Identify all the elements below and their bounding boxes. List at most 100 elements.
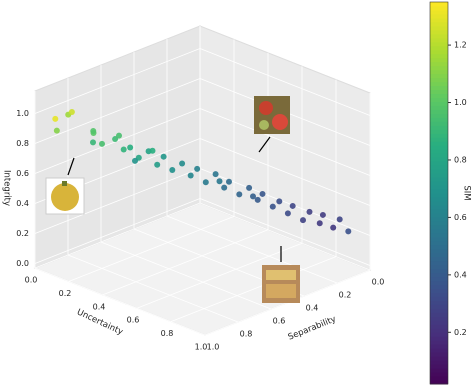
fruit [272, 114, 288, 130]
point [259, 190, 266, 197]
grid-line [67, 254, 239, 323]
colorbar-slice [430, 252, 448, 258]
colorbar-slice [430, 2, 448, 7]
colorbar-slice [430, 161, 448, 166]
colorbar-slice [430, 360, 448, 365]
colorbar-slice [430, 57, 448, 63]
fruit [259, 101, 273, 115]
y-tick-label: 0.2 [339, 291, 352, 300]
colorbar-slice [430, 276, 448, 282]
z-tick-label: 0.4 [16, 199, 29, 208]
colorbar-slice [430, 352, 448, 357]
z-tick-label: 0.6 [16, 169, 29, 178]
grid-line [199, 138, 371, 206]
point [221, 184, 228, 191]
inset-pepper [45, 157, 85, 215]
point [149, 147, 156, 154]
colorbar-slice [430, 29, 448, 35]
colorbar-slice [430, 125, 448, 130]
colorbar-slice [430, 177, 448, 182]
colorbar-slice [430, 21, 448, 27]
colorbar-slice [430, 248, 448, 254]
grid-line [102, 229, 269, 296]
point [330, 224, 337, 231]
colorbar-slice [430, 380, 448, 385]
axes-panes [33, 25, 372, 336]
colorbar-slice [430, 320, 448, 325]
colorbar-slice [430, 17, 448, 23]
grid-line [34, 202, 201, 269]
colorbar-slice [430, 340, 448, 345]
y-axis-label: Separability [287, 314, 338, 342]
grid-line [34, 198, 201, 264]
grid-line [199, 108, 371, 176]
grid-line [199, 202, 371, 271]
x-tick-label: 0.8 [161, 329, 174, 338]
colorbar-slice [430, 149, 448, 154]
grid-line [34, 48, 201, 114]
colorbar-slice [430, 260, 448, 266]
point [90, 139, 96, 146]
colorbar-slice [430, 224, 448, 230]
colorbar-slice [430, 364, 448, 369]
point [169, 167, 176, 173]
colorbar-slice [430, 89, 448, 95]
point [90, 127, 97, 134]
colorbar-slice [430, 37, 448, 43]
colorbar-slice [430, 97, 448, 102]
colorbar-slice [430, 165, 448, 170]
points [52, 109, 352, 235]
pepper [51, 183, 79, 211]
colorbar-slice [430, 65, 448, 71]
colorbar-slice [430, 228, 448, 234]
colorbar-slice [430, 336, 448, 341]
colorbar-slice [430, 133, 448, 138]
point [52, 115, 59, 122]
colorbar-slice [430, 73, 448, 79]
colorbar-slice [430, 189, 448, 194]
colorbar-slice [430, 372, 448, 377]
point [300, 217, 306, 224]
fries [266, 284, 296, 298]
colorbar-slice [430, 61, 448, 67]
colorbar-slice [430, 141, 448, 146]
colorbar-slice [430, 9, 448, 15]
colorbar-slice [430, 316, 448, 321]
y-tick-label: 0.4 [306, 304, 319, 313]
colorbar-slice [430, 5, 448, 11]
colorbar-slice [430, 280, 448, 286]
colorbar-label: SIM [462, 185, 472, 200]
point [284, 210, 291, 217]
colorbar-slice [430, 101, 448, 106]
colorbar-slice [430, 328, 448, 333]
colorbar-tick-label: 0.4 [454, 270, 467, 279]
x-tick-label: 0.0 [25, 276, 38, 285]
colorbar-slice [430, 169, 448, 174]
colorbar-slice [430, 137, 448, 142]
colorbar-tick-label: 1.2 [454, 41, 467, 50]
colorbar-slice [430, 81, 448, 87]
colorbar-slice [430, 105, 448, 110]
colorbar-slice [430, 153, 448, 158]
grid-line [100, 241, 272, 310]
colorbar-slice [430, 324, 448, 329]
point [269, 203, 276, 210]
colorbar-slice [430, 13, 448, 19]
colorbar-slice [430, 368, 448, 373]
x-tick-label: 0.2 [59, 289, 72, 298]
colorbar-slice [430, 216, 448, 222]
point [194, 165, 201, 172]
colorbar-slice [430, 244, 448, 250]
arrow [258, 136, 271, 153]
colorbar-slice [430, 256, 448, 262]
colorbar-slice [430, 308, 448, 313]
colorbar-slice [430, 196, 448, 202]
point [345, 228, 352, 235]
point [179, 160, 186, 167]
x-tick-label: 0.6 [127, 316, 140, 325]
colorbar-slice [430, 200, 448, 206]
point [68, 109, 75, 116]
colorbar-slice [430, 304, 448, 309]
colorbar-slice [430, 69, 448, 75]
colorbar-slice [430, 193, 448, 198]
